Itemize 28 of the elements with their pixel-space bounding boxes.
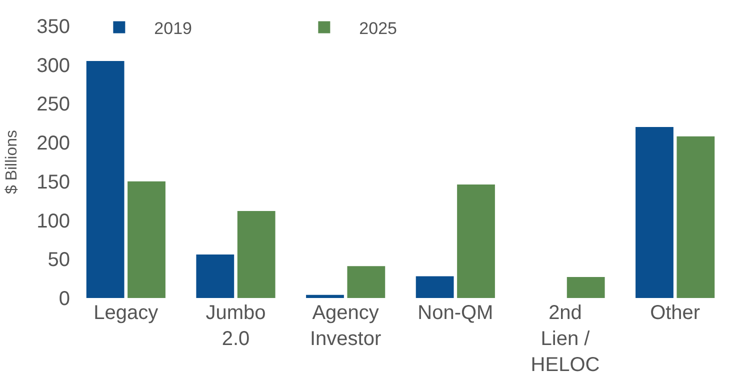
bar bbox=[347, 266, 386, 298]
y-tick-label: 50 bbox=[48, 249, 70, 272]
legend-label: 2019 bbox=[154, 18, 192, 38]
bar bbox=[457, 184, 495, 298]
bar bbox=[636, 127, 674, 298]
y-tick-label: 250 bbox=[36, 94, 70, 116]
x-tick-label: 2nd Lien / HELOC bbox=[530, 302, 600, 376]
y-tick-label: 100 bbox=[36, 210, 70, 232]
x-tick-label: Jumbo 2.0 bbox=[206, 302, 266, 350]
bar bbox=[237, 210, 276, 298]
bar bbox=[128, 181, 166, 298]
y-tick-label: 150 bbox=[36, 171, 70, 194]
x-tick-label: Agency Investor bbox=[310, 302, 382, 350]
x-tick-label: Non-QM bbox=[418, 302, 494, 324]
bar bbox=[196, 254, 234, 298]
bar bbox=[416, 276, 454, 298]
y-tick-label: 300 bbox=[36, 54, 70, 77]
y-tick-label: 200 bbox=[36, 132, 70, 155]
bar bbox=[306, 294, 344, 298]
y-axis-title: $ Billions bbox=[4, 130, 21, 194]
y-tick-label: 350 bbox=[36, 16, 70, 38]
bar bbox=[676, 136, 715, 298]
y-tick-label: 0 bbox=[58, 288, 70, 310]
bar bbox=[86, 60, 124, 298]
x-tick-label: Legacy bbox=[94, 302, 158, 324]
x-tick-label: Other bbox=[650, 302, 700, 324]
bar bbox=[566, 277, 605, 298]
legend-label: 2025 bbox=[359, 18, 398, 38]
